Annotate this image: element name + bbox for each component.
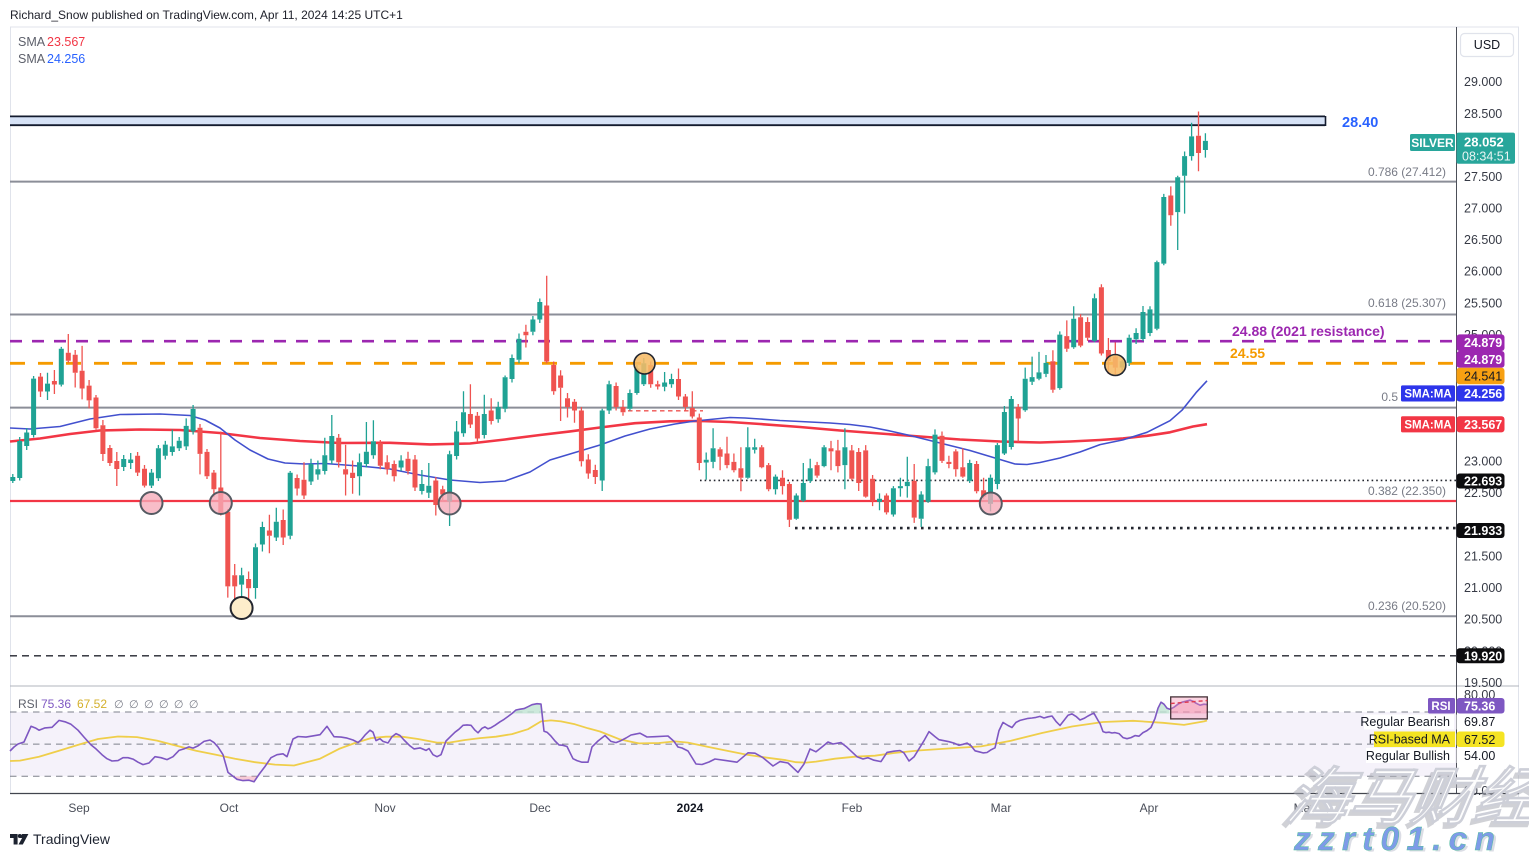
- svg-text:zzrt01.cn: zzrt01.cn: [1293, 821, 1502, 857]
- svg-text:27.000: 27.000: [1464, 201, 1502, 215]
- svg-text:RSI: RSI: [18, 697, 38, 711]
- svg-text:Dec: Dec: [529, 801, 550, 815]
- svg-text:19.500: 19.500: [1464, 676, 1502, 690]
- svg-text:22.693: 22.693: [1464, 475, 1502, 489]
- svg-text:75.36: 75.36: [1464, 699, 1495, 713]
- svg-text:Regular Bearish: Regular Bearish: [1360, 715, 1450, 729]
- svg-text:26.000: 26.000: [1464, 265, 1502, 279]
- svg-text:24.55: 24.55: [1230, 345, 1265, 361]
- svg-text:RSI: RSI: [1431, 701, 1450, 713]
- svg-text:23.567: 23.567: [1464, 418, 1502, 432]
- svg-text:Mar: Mar: [991, 801, 1012, 815]
- svg-text:SMA: SMA: [18, 52, 46, 66]
- svg-text:SMA:MA: SMA:MA: [1404, 389, 1451, 401]
- svg-text:0.786 (27.412): 0.786 (27.412): [1368, 165, 1446, 179]
- svg-text:20.00: 20.00: [1464, 784, 1495, 798]
- svg-text:海马财经: 海马财经: [1281, 763, 1529, 832]
- svg-text:25.500: 25.500: [1464, 296, 1502, 310]
- svg-text:24.88 (2021 resistance): 24.88 (2021 resistance): [1232, 323, 1385, 339]
- svg-text:海马财经: 海马财经: [1276, 767, 1529, 836]
- svg-text:∅∅∅∅∅∅: ∅∅∅∅∅∅: [114, 699, 204, 711]
- svg-text:21.000: 21.000: [1464, 581, 1502, 595]
- svg-text:SMA: SMA: [18, 35, 46, 49]
- svg-text:0.236 (20.520): 0.236 (20.520): [1368, 599, 1446, 613]
- svg-text:RSI-based MA: RSI-based MA: [1369, 733, 1451, 747]
- svg-text:22.500: 22.500: [1464, 486, 1502, 500]
- svg-text:19.920: 19.920: [1464, 649, 1502, 663]
- svg-text:0.618 (25.307): 0.618 (25.307): [1368, 296, 1446, 310]
- svg-text:SMA:MA: SMA:MA: [1404, 419, 1451, 431]
- svg-text:0.5: 0.5: [1381, 390, 1398, 404]
- svg-text:Richard_Snow published on Trad: Richard_Snow published on TradingView.co…: [10, 8, 403, 22]
- svg-text:SILVER: SILVER: [1411, 136, 1454, 150]
- svg-text:May: May: [1294, 801, 1317, 815]
- svg-text:24.256: 24.256: [1464, 387, 1502, 401]
- svg-text:Oct: Oct: [220, 801, 239, 815]
- svg-text:28.40: 28.40: [1342, 115, 1378, 131]
- svg-text:USD: USD: [1474, 38, 1500, 52]
- svg-text:24.256: 24.256: [47, 52, 85, 66]
- svg-text:28.500: 28.500: [1464, 107, 1502, 121]
- svg-text:08:34:51: 08:34:51: [1462, 150, 1511, 164]
- svg-text:69.87: 69.87: [1464, 715, 1495, 729]
- svg-text:54.00: 54.00: [1464, 749, 1495, 763]
- svg-text:67.52: 67.52: [1464, 733, 1495, 747]
- svg-text:20.500: 20.500: [1464, 613, 1502, 627]
- svg-text:Apr: Apr: [1140, 801, 1159, 815]
- svg-text:23.567: 23.567: [47, 35, 85, 49]
- svg-text:21.500: 21.500: [1464, 549, 1502, 563]
- svg-text:75.36: 75.36: [41, 697, 71, 711]
- svg-text:24.879: 24.879: [1464, 353, 1502, 367]
- svg-text:TradingView: TradingView: [33, 831, 111, 847]
- svg-text:21.933: 21.933: [1464, 524, 1502, 538]
- svg-text:24.541: 24.541: [1464, 370, 1502, 384]
- svg-text:23.000: 23.000: [1464, 455, 1502, 469]
- svg-text:Sep: Sep: [68, 801, 90, 815]
- svg-text:29.000: 29.000: [1464, 75, 1502, 89]
- svg-text:Nov: Nov: [374, 801, 395, 815]
- svg-text:67.52: 67.52: [77, 697, 107, 711]
- svg-text:Feb: Feb: [842, 801, 863, 815]
- svg-text:zzrt01.cn: zzrt01.cn: [1296, 823, 1505, 858]
- svg-text:2024: 2024: [677, 801, 704, 815]
- svg-text:0.382 (22.350): 0.382 (22.350): [1368, 484, 1446, 498]
- svg-text:28.052: 28.052: [1464, 135, 1504, 150]
- svg-text:27.500: 27.500: [1464, 170, 1502, 184]
- svg-text:Regular Bullish: Regular Bullish: [1366, 749, 1450, 763]
- svg-text:24.879: 24.879: [1464, 336, 1502, 350]
- svg-text:26.500: 26.500: [1464, 233, 1502, 247]
